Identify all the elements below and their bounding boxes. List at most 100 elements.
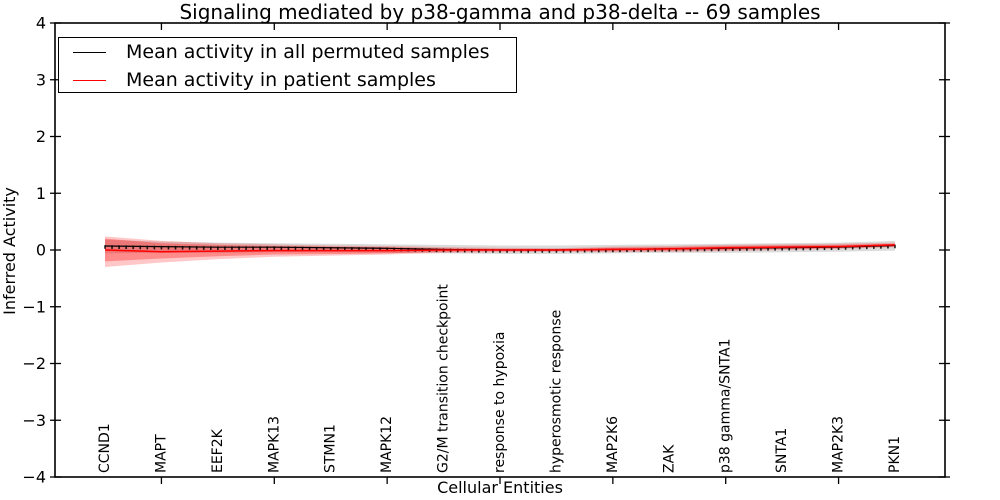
marker-tick-permuted (527, 249, 530, 253)
marker-tick-permuted (125, 245, 127, 250)
marker-tick-permuted (153, 245, 156, 250)
marker-tick-permuted (301, 246, 304, 251)
x-category-label: CCND1 (97, 423, 113, 473)
marker-tick-permuted (619, 248, 621, 253)
marker-tick-permuted (400, 247, 403, 252)
y-tick-label: 0 (36, 241, 46, 260)
legend-item-patient: Mean activity in patient samples (73, 66, 516, 94)
legend-line-sample-permuted (73, 51, 106, 53)
marker-tick-permuted (118, 245, 120, 249)
marker-tick-permuted (710, 247, 713, 252)
x-category-label: EEF2K (210, 428, 226, 473)
marker-tick-permuted (788, 246, 790, 251)
marker-tick-permuted (111, 245, 113, 249)
y-tick-label: −3 (22, 411, 46, 430)
marker-tick-permuted (746, 247, 748, 251)
marker-tick-permuted (195, 246, 198, 250)
marker-tick-permuted (858, 245, 861, 250)
marker-tick-permuted (231, 246, 233, 250)
marker-tick-permuted (605, 248, 607, 253)
marker-tick-permuted (682, 247, 685, 252)
marker-tick-permuted (315, 246, 318, 251)
x-category-label: PKN1 (887, 436, 903, 473)
x-category-label: ZAK (661, 444, 677, 473)
marker-tick-permuted (781, 246, 783, 251)
y-axis-label: Inferred Activity (0, 187, 19, 315)
marker-tick-permuted (633, 248, 635, 253)
x-category-label: response to hypoxia (492, 332, 508, 473)
marker-tick-permuted (597, 248, 600, 253)
marker-tick-permuted (238, 246, 240, 250)
marker-tick-permuted (823, 246, 826, 251)
y-tick-label: 3 (36, 70, 46, 89)
marker-tick-permuted (795, 246, 798, 251)
y-tick-label: 4 (36, 14, 46, 33)
marker-tick-permuted (689, 247, 692, 252)
x-category-label: G2/M transition checkpoint (436, 284, 452, 473)
marker-tick-permuted (210, 246, 212, 250)
marker-tick-permuted (894, 244, 896, 249)
marker-tick-permuted (139, 245, 142, 250)
marker-tick-permuted (217, 246, 219, 250)
marker-tick-permuted (344, 247, 346, 251)
marker-tick-permuted (865, 245, 868, 250)
marker-tick-permuted (393, 247, 395, 252)
marker-tick-permuted (181, 246, 184, 250)
marker-tick-permuted (280, 246, 283, 251)
marker-tick-permuted (569, 249, 572, 253)
y-tick-label: −1 (22, 297, 46, 316)
y-tick-label: −2 (22, 354, 46, 373)
marker-tick-permuted (739, 247, 741, 251)
marker-tick-permuted (273, 246, 276, 250)
marker-tick-permuted (816, 246, 819, 251)
marker-tick-permuted (548, 249, 551, 253)
marker-tick-permuted (160, 245, 163, 250)
marker-tick-permuted (590, 248, 593, 253)
marker-tick-permuted (266, 246, 269, 250)
marker-tick-permuted (534, 249, 537, 253)
marker-tick-permuted (647, 248, 649, 252)
legend-label-patient: Mean activity in patient samples (126, 69, 436, 91)
marker-tick-permuted (294, 246, 297, 251)
chart-title: Signaling mediated by p38-gamma and p38-… (179, 0, 821, 24)
marker-tick-permuted (365, 247, 367, 251)
marker-tick-permuted (873, 245, 875, 249)
marker-tick-permuted (562, 249, 565, 253)
marker-tick-permuted (576, 248, 579, 253)
legend-item-permuted: Mean activity in all permuted samples (73, 38, 516, 66)
marker-tick-permuted (626, 248, 628, 253)
marker-tick-permuted (329, 246, 332, 251)
marker-tick-permuted (555, 249, 558, 253)
legend-line-sample-patient (73, 79, 106, 81)
marker-tick-permuted (760, 247, 762, 251)
marker-tick-permuted (287, 246, 290, 251)
marker-tick-permuted (851, 245, 854, 250)
marker-tick-permuted (703, 247, 706, 252)
marker-tick-permuted (322, 246, 325, 251)
marker-tick-permuted (499, 249, 501, 253)
marker-tick-permuted (492, 249, 494, 253)
marker-tick-permuted (753, 247, 755, 251)
marker-tick-permuted (224, 246, 226, 250)
x-category-label: MAPK12 (379, 416, 395, 473)
x-category-label: SNTA1 (774, 428, 790, 473)
marker-tick-permuted (485, 249, 487, 253)
marker-tick-permuted (167, 245, 170, 250)
marker-tick-permuted (188, 246, 191, 250)
marker-tick-permuted (174, 245, 177, 250)
marker-tick-permuted (844, 246, 847, 250)
marker-tick-permuted (717, 247, 720, 252)
marker-tick-permuted (830, 246, 833, 251)
marker-tick-permuted (583, 248, 586, 253)
marker-tick-permuted (675, 247, 678, 252)
y-tick-label: 1 (36, 184, 46, 203)
marker-tick-permuted (774, 247, 776, 251)
marker-tick-permuted (506, 249, 508, 253)
marker-tick-permuted (259, 246, 261, 250)
marker-tick-permuted (837, 246, 840, 250)
marker-tick-permuted (520, 249, 522, 253)
marker-tick-permuted (809, 246, 812, 251)
marker-tick-permuted (541, 249, 544, 253)
